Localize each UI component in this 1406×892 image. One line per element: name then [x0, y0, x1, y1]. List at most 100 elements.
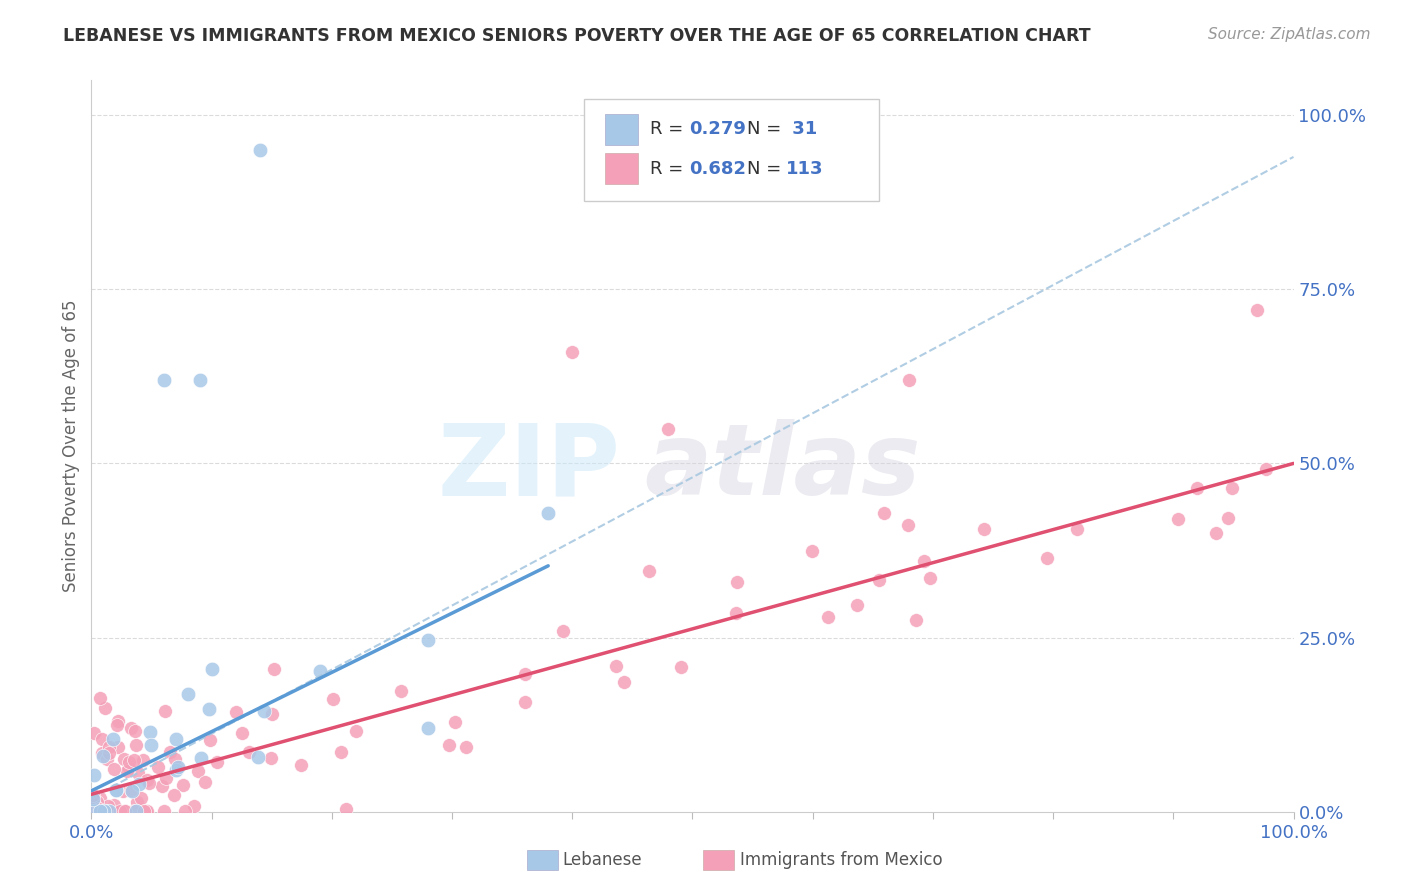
- Point: [817, 610, 839, 624]
- Point: [97, 798, 120, 813]
- Point: [111, 784, 134, 798]
- Point: [167, 759, 190, 773]
- Text: R =: R =: [651, 160, 689, 178]
- Point: [1185, 482, 1208, 496]
- Text: Source: ZipAtlas.com: Source: ZipAtlas.com: [1208, 27, 1371, 42]
- Point: [104, 804, 127, 818]
- Point: [117, 761, 139, 775]
- Point: [90, 732, 112, 747]
- Point: [118, 756, 141, 770]
- Text: Lebanese: Lebanese: [562, 851, 643, 869]
- Point: [551, 624, 574, 639]
- Point: [101, 732, 124, 747]
- Point: [205, 755, 228, 769]
- Y-axis label: Seniors Poverty Over the Age of 65: Seniors Poverty Over the Age of 65: [62, 300, 80, 592]
- Bar: [605, 114, 638, 145]
- Point: [1205, 526, 1227, 541]
- Point: [605, 659, 627, 673]
- Point: [155, 771, 177, 785]
- Point: [110, 804, 132, 818]
- Text: N =: N =: [747, 120, 786, 138]
- Point: [121, 784, 143, 798]
- Point: [1167, 512, 1189, 526]
- Point: [905, 613, 928, 627]
- Point: [101, 804, 124, 818]
- Point: [165, 763, 187, 777]
- Point: [187, 764, 209, 779]
- Point: [89, 804, 111, 818]
- Text: 113: 113: [786, 160, 824, 178]
- Point: [89, 804, 111, 818]
- Point: [437, 738, 460, 752]
- Point: [136, 773, 159, 788]
- Point: [107, 714, 129, 729]
- Point: [515, 666, 537, 681]
- FancyBboxPatch shape: [585, 99, 879, 201]
- Point: [82, 792, 104, 806]
- Point: [260, 751, 283, 765]
- Text: 0.279: 0.279: [689, 120, 745, 138]
- Point: [190, 750, 212, 764]
- Point: [973, 522, 995, 536]
- Point: [198, 702, 221, 716]
- Point: [141, 739, 163, 753]
- Point: [872, 506, 894, 520]
- Point: [329, 745, 352, 759]
- Point: [83, 797, 105, 812]
- Point: [138, 775, 160, 789]
- Point: [84, 804, 107, 818]
- Point: [91, 749, 114, 764]
- Point: [125, 804, 148, 818]
- Point: [513, 695, 536, 709]
- Text: atlas: atlas: [644, 419, 921, 516]
- Point: [131, 791, 153, 805]
- Point: [177, 687, 200, 701]
- Point: [83, 804, 105, 818]
- Point: [669, 659, 692, 673]
- Point: [89, 690, 111, 705]
- Point: [613, 675, 636, 690]
- Point: [183, 798, 205, 813]
- Point: [290, 758, 312, 772]
- Point: [136, 804, 159, 818]
- Point: [454, 740, 477, 755]
- Point: [165, 731, 187, 746]
- Point: [231, 725, 253, 739]
- Point: [150, 779, 173, 793]
- Point: [322, 692, 344, 706]
- Point: [83, 802, 105, 816]
- Point: [153, 804, 176, 818]
- Text: 31: 31: [786, 120, 817, 138]
- Point: [103, 762, 125, 776]
- Point: [918, 571, 941, 585]
- Point: [86, 795, 108, 809]
- Point: [132, 753, 155, 767]
- Point: [125, 738, 148, 752]
- Point: [897, 518, 920, 533]
- Point: [344, 723, 367, 738]
- Point: [114, 804, 136, 818]
- Point: [561, 345, 583, 359]
- Text: ZIP: ZIP: [437, 419, 620, 516]
- Point: [97, 804, 120, 818]
- Point: [188, 373, 211, 387]
- Point: [638, 564, 661, 578]
- Point: [89, 791, 111, 805]
- Point: [657, 421, 679, 435]
- Point: [201, 662, 224, 676]
- Point: [800, 544, 823, 558]
- Point: [122, 804, 145, 818]
- Point: [172, 778, 194, 792]
- Point: [105, 782, 128, 797]
- Point: [98, 739, 121, 754]
- Point: [82, 788, 104, 802]
- Point: [846, 598, 869, 612]
- Point: [114, 804, 136, 818]
- Point: [122, 753, 145, 767]
- Point: [260, 707, 283, 722]
- Point: [1066, 522, 1088, 536]
- Text: R =: R =: [651, 120, 689, 138]
- Point: [115, 764, 138, 778]
- Point: [725, 574, 748, 589]
- Point: [416, 721, 439, 735]
